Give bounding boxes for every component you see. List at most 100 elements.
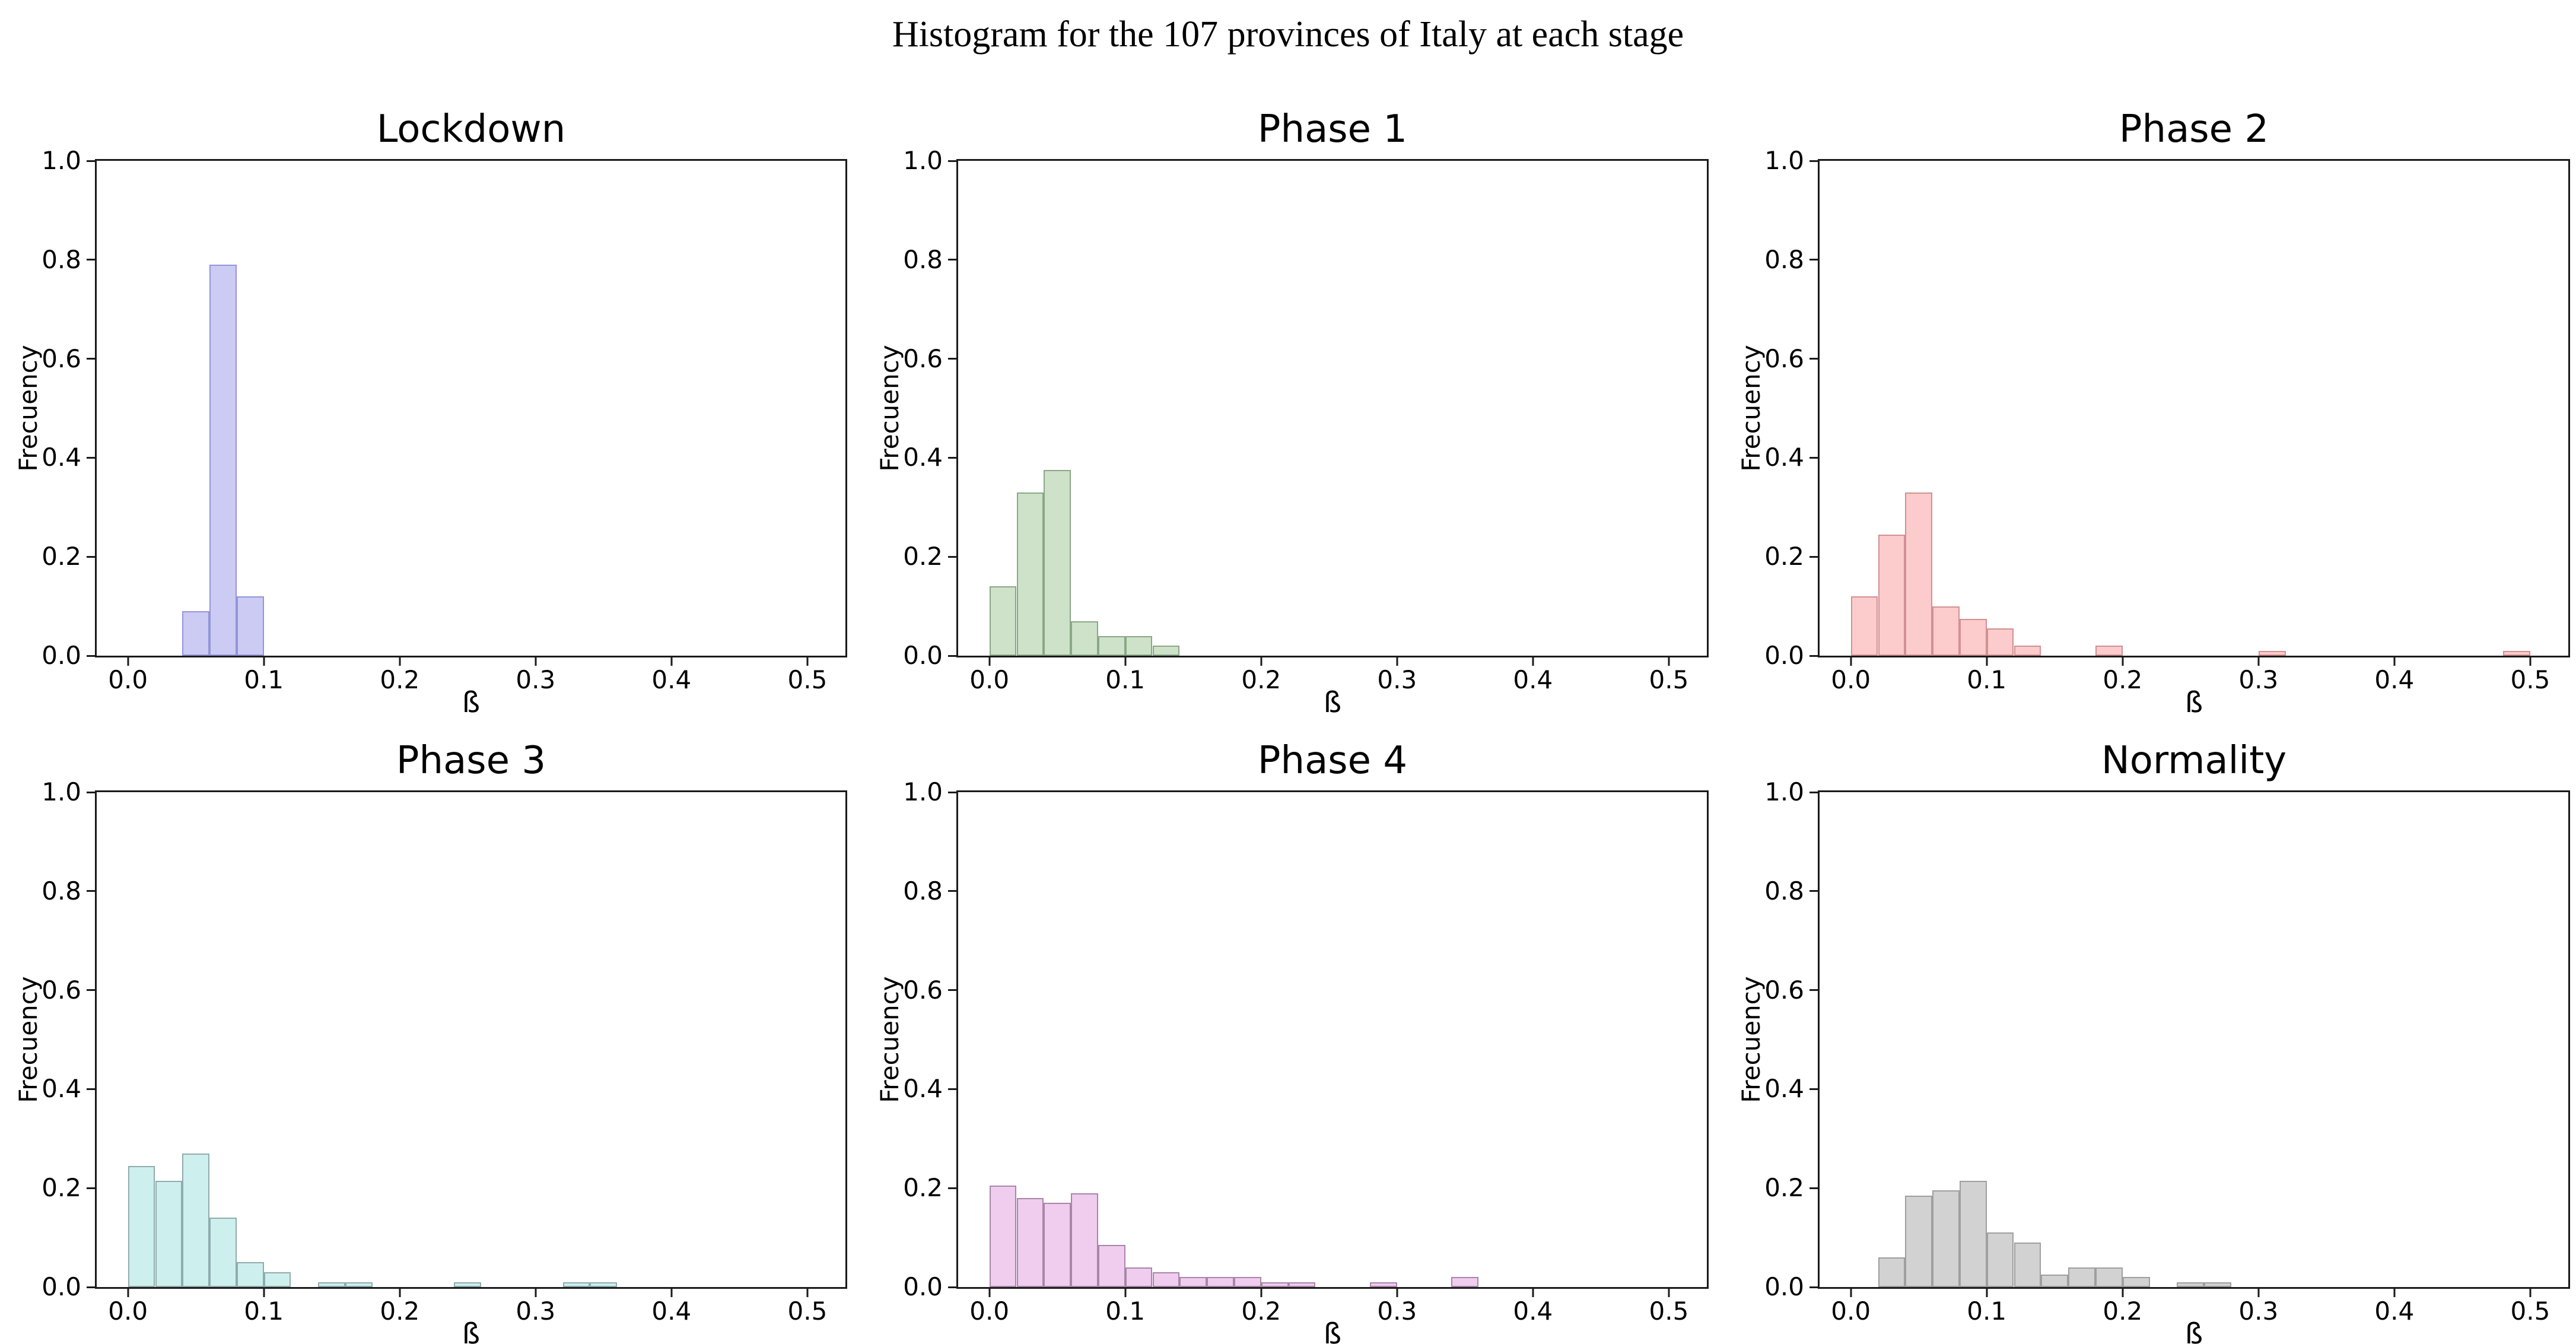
x-tick-label: 0.3: [516, 665, 556, 694]
histogram-bar: [2177, 1282, 2205, 1287]
x-tick: [1986, 657, 1988, 666]
y-tick: [948, 791, 956, 793]
x-tick-label: 0.4: [1513, 665, 1553, 694]
y-tick-label: 0.0: [1764, 1272, 1804, 1301]
histogram-bar: [2041, 1275, 2069, 1287]
x-tick: [1850, 1289, 1852, 1297]
histogram-bar: [989, 1186, 1017, 1287]
panel-title: Phase 1: [1257, 107, 1408, 151]
y-tick-label: 1.0: [42, 777, 81, 806]
x-tick: [1850, 657, 1852, 666]
y-axis-label: Frecuency: [875, 345, 904, 472]
x-tick: [1396, 657, 1398, 666]
x-tick: [1668, 1289, 1670, 1297]
axes-phase-1: 0.0 0.2 0.4 0.6 0.8 1.0 0.0 0.1 0.2 0.3 0.4 0.5: [903, 148, 1709, 692]
x-tick-label: 0.1: [244, 665, 284, 694]
y-tick-label: 0.6: [1764, 344, 1804, 373]
axes-phase-4: 0.0 0.2 0.4 0.6 0.8 1.0 0.0 0.1 0.2 0.3 0.4 0.5: [903, 780, 1709, 1324]
y-tick-label: 0.8: [42, 244, 81, 274]
y-tick: [87, 358, 95, 360]
histogram-bar: [209, 1218, 237, 1287]
x-tick: [399, 657, 401, 666]
y-tick-label: 0.8: [1764, 876, 1804, 905]
y-tick-label: 0.2: [1764, 542, 1804, 571]
y-tick: [948, 1286, 956, 1288]
x-tick: [127, 657, 129, 666]
y-tick: [948, 989, 956, 992]
y-tick: [948, 654, 956, 657]
panel-title: Phase 2: [2119, 107, 2269, 151]
x-tick-label: 0.3: [1377, 665, 1417, 694]
y-axis-label: Frecuency: [14, 345, 43, 472]
y-tick-label: 0.6: [42, 975, 81, 1005]
histogram-bar: [1959, 1180, 1987, 1287]
axes-normality: 0.0 0.2 0.4 0.6 0.8 1.0 0.0 0.1 0.2 0.3 0.4 0.5: [1764, 780, 2570, 1324]
x-tick: [263, 657, 265, 666]
y-tick: [948, 358, 956, 360]
y-tick: [87, 1088, 95, 1090]
x-tick-label: 0.0: [108, 1297, 148, 1326]
y-tick-label: 0.4: [42, 1074, 81, 1104]
y-tick-label: 0.0: [903, 641, 943, 670]
x-tick: [2122, 1289, 2124, 1297]
histogram-bar: [1179, 1277, 1207, 1287]
y-axis-label: Frecuency: [1737, 976, 1766, 1103]
y-tick-label: 0.2: [42, 542, 81, 571]
histogram-bar: [989, 586, 1017, 656]
x-tick-label: 0.4: [651, 665, 692, 694]
x-tick-label: 0.5: [787, 1297, 828, 1326]
histogram-bar: [1451, 1277, 1479, 1287]
histogram-bar: [1288, 1282, 1316, 1287]
x-tick-label: 0.4: [1513, 1297, 1553, 1326]
x-tick: [1532, 657, 1534, 666]
histogram-bar: [562, 1282, 590, 1287]
x-axis-label: ß: [462, 686, 481, 719]
y-tick-label: 1.0: [903, 777, 943, 806]
histogram-bar: [590, 1282, 618, 1287]
y-tick-label: 0.2: [42, 1173, 81, 1203]
histogram-bar: [1071, 1193, 1098, 1287]
y-tick: [1809, 1187, 1818, 1189]
y-tick: [87, 456, 95, 459]
x-tick-label: 0.5: [2510, 665, 2550, 694]
y-tick-label: 1.0: [1764, 777, 1804, 806]
y-tick-label: 0.4: [903, 1074, 943, 1104]
x-tick-label: 0.4: [2374, 665, 2415, 694]
y-tick-label: 0.6: [42, 344, 81, 373]
y-tick: [948, 890, 956, 892]
y-tick: [87, 259, 95, 261]
histogram-bar: [128, 1165, 155, 1287]
y-tick: [1809, 890, 1818, 892]
y-tick-label: 0.8: [1764, 244, 1804, 274]
y-tick: [1809, 555, 1818, 558]
histogram-bar: [155, 1180, 183, 1287]
x-tick: [988, 1289, 991, 1297]
y-tick-label: 0.4: [903, 443, 943, 472]
y-axis-label: Frecuency: [875, 976, 904, 1103]
histogram-bar: [182, 1153, 210, 1287]
histogram-bar: [1125, 1267, 1153, 1287]
x-tick: [535, 1289, 537, 1297]
y-tick: [1809, 1286, 1818, 1288]
y-tick-label: 0.6: [903, 344, 943, 373]
y-tick: [87, 989, 95, 992]
y-tick-label: 0.4: [42, 443, 81, 472]
y-tick: [87, 160, 95, 162]
panel-title: Phase 4: [1257, 739, 1408, 783]
x-tick: [2257, 657, 2260, 666]
x-tick: [1260, 657, 1262, 666]
x-tick-label: 0.4: [2374, 1297, 2415, 1326]
x-axis-label: ß: [1323, 686, 1342, 719]
histogram-bar: [1016, 1197, 1044, 1287]
y-tick: [1809, 456, 1818, 459]
x-axis-label: ß: [2184, 1317, 2203, 1344]
histogram-bar: [1959, 618, 1987, 656]
x-tick-label: 0.1: [1967, 1297, 2007, 1326]
x-tick-label: 0.1: [244, 1297, 284, 1326]
x-tick: [1396, 1289, 1398, 1297]
y-tick: [948, 259, 956, 261]
y-tick-label: 0.0: [42, 1272, 81, 1301]
y-tick: [948, 456, 956, 459]
x-tick: [1260, 1289, 1262, 1297]
y-tick-label: 0.2: [903, 1173, 943, 1203]
